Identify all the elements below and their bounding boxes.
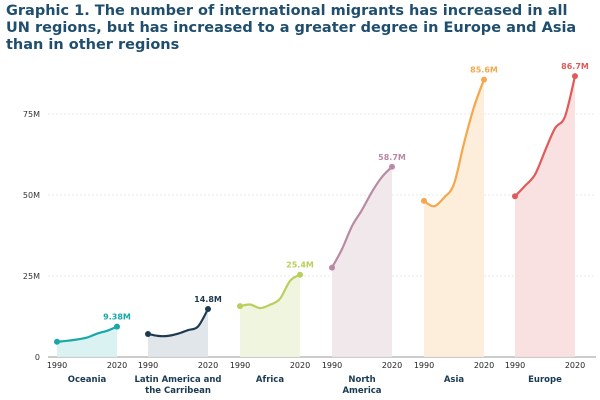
end-point — [572, 73, 578, 80]
group-label: the Carribean — [145, 386, 211, 396]
end-point — [389, 163, 395, 170]
y-tick-label: 25M — [23, 272, 40, 281]
area-3 — [332, 166, 392, 357]
start-point — [329, 264, 335, 271]
value-label: 86.7M — [561, 62, 589, 71]
value-label: 14.8M — [194, 295, 222, 304]
x-tick-label: 1990 — [414, 361, 434, 370]
area-2 — [240, 274, 300, 357]
group-label: Oceania — [68, 375, 107, 385]
series-line-2 — [238, 273, 302, 310]
series-line-1 — [146, 307, 210, 338]
value-label: 58.7M — [378, 153, 406, 162]
area-layer — [57, 76, 575, 357]
end-point — [114, 323, 120, 330]
group-label: Asia — [444, 375, 465, 385]
grid-layer — [48, 113, 596, 358]
area-4 — [424, 79, 484, 357]
end-point — [481, 76, 487, 83]
x-tick-label: 1990 — [230, 361, 250, 370]
x-tick-label: 2020 — [565, 361, 585, 370]
group-label: Latin America and — [134, 375, 221, 385]
x-tick-label: 1990 — [505, 361, 525, 370]
area-0 — [57, 326, 117, 357]
end-point — [297, 271, 303, 278]
x-tick-label: 1990 — [322, 361, 342, 370]
value-label: 85.6M — [470, 66, 498, 75]
group-label: America — [342, 386, 381, 396]
x-tick-label: 2020 — [290, 361, 310, 370]
value-label: 9.38M — [103, 313, 131, 322]
start-point — [237, 303, 243, 310]
x-tick-label: 2020 — [474, 361, 494, 370]
start-point — [54, 338, 60, 345]
start-point — [512, 193, 518, 200]
value-label: 25.4M — [286, 261, 314, 270]
end-point — [205, 306, 211, 313]
start-point — [145, 330, 151, 337]
series-line-4 — [422, 78, 486, 208]
series-line-0 — [55, 325, 119, 343]
x-tick-label: 2020 — [382, 361, 402, 370]
group-label: Africa — [256, 375, 284, 385]
start-point — [421, 197, 427, 204]
chart-title: Graphic 1. The number of international m… — [6, 3, 577, 53]
x-tick-label: 1990 — [47, 361, 67, 370]
group-label: Europe — [528, 375, 562, 385]
series-line-5 — [513, 75, 577, 198]
group-label: North — [348, 375, 375, 385]
x-tick-label: 1990 — [138, 361, 158, 370]
y-tick-label: 0 — [35, 353, 40, 362]
area-1 — [148, 309, 208, 357]
x-tick-label: 2020 — [198, 361, 218, 370]
y-tick-label: 50M — [23, 191, 40, 200]
area-5 — [515, 76, 575, 357]
x-tick-label: 2020 — [107, 361, 127, 370]
point-layer — [54, 73, 578, 345]
line-layer — [55, 75, 577, 343]
series-line-3 — [330, 165, 394, 269]
y-tick-label: 75M — [23, 110, 40, 119]
